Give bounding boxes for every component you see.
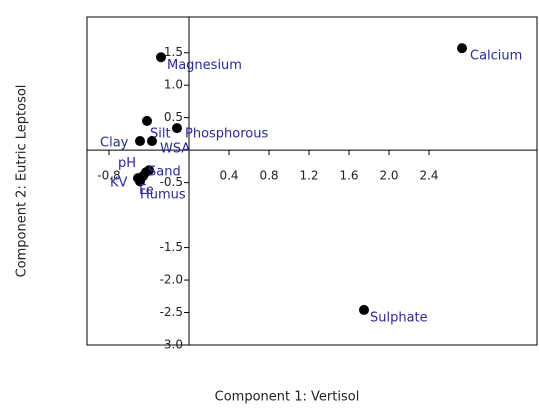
y-tick-label: -1.5 xyxy=(160,240,183,254)
x-tick-label: 0.8 xyxy=(259,169,278,183)
plot-frame xyxy=(86,16,538,346)
y-tick-label: 0.5 xyxy=(164,110,183,124)
x-tick-label: 0.4 xyxy=(219,169,238,183)
point-label: Sand xyxy=(148,165,181,180)
point-label: Magnesium xyxy=(167,58,242,73)
point xyxy=(457,43,467,54)
point xyxy=(172,123,182,134)
y-tick-label: 1.0 xyxy=(164,78,183,92)
point xyxy=(142,115,152,126)
point-label: Phosphorous xyxy=(185,127,269,142)
y-tick-label: -2.0 xyxy=(160,273,183,287)
y-tick-label: 1.5 xyxy=(164,45,183,59)
point xyxy=(138,171,148,182)
x-tick-label: 2.0 xyxy=(379,169,398,183)
point-label: pH xyxy=(118,156,136,171)
point xyxy=(135,136,145,147)
point-label: Calcium xyxy=(470,49,522,64)
x-tick-label: 1.2 xyxy=(299,169,318,183)
point-label: Sulphate xyxy=(370,310,428,325)
point xyxy=(156,52,166,63)
point-label: KV xyxy=(110,176,128,191)
x-tick-label: 1.6 xyxy=(339,169,358,183)
x-tick-label: -0.8 xyxy=(97,169,120,183)
y-tick-label: -3.0 xyxy=(160,338,183,352)
x-tick-label: 2.4 xyxy=(419,169,438,183)
point-label: Fe xyxy=(139,183,154,198)
y-tick-label: -2.5 xyxy=(160,305,183,319)
point-label: WSA xyxy=(160,142,190,157)
point xyxy=(359,304,369,315)
point xyxy=(147,136,157,147)
x-axis-title: Component 1: Vertisol xyxy=(215,390,360,405)
point-label: Clay xyxy=(100,136,129,151)
y-axis-title: Component 2: Eutric Leptosol xyxy=(15,85,30,278)
y-tick-label: -0.5 xyxy=(160,175,183,189)
point-label: Humus xyxy=(140,188,186,203)
